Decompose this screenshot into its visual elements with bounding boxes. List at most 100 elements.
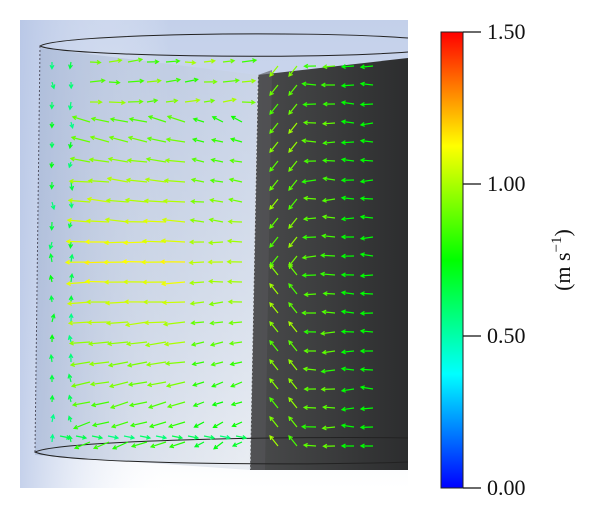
velocity-arrow bbox=[59, 434, 72, 440]
velocity-arrow bbox=[108, 80, 121, 85]
velocity-arrow bbox=[89, 59, 102, 65]
velocity-arrow bbox=[359, 424, 374, 430]
velocity-arrow bbox=[211, 401, 224, 407]
velocity-arrow bbox=[269, 397, 279, 409]
velocity-arrow bbox=[340, 64, 355, 69]
velocity-arrow bbox=[319, 271, 336, 277]
velocity-arrow bbox=[165, 98, 179, 104]
velocity-arrow bbox=[105, 198, 129, 203]
velocity-arrow bbox=[108, 135, 129, 143]
velocity-arrow bbox=[144, 177, 167, 183]
velocity-arrow bbox=[187, 434, 200, 440]
velocity-arrow bbox=[146, 78, 162, 84]
velocity-arrow bbox=[92, 441, 110, 450]
velocity-arrow bbox=[288, 236, 298, 248]
velocity-arrow bbox=[228, 197, 243, 203]
velocity-arrow bbox=[126, 361, 148, 368]
velocity-arrow bbox=[321, 425, 336, 431]
velocity-arrow bbox=[269, 141, 279, 153]
velocity-arrow bbox=[69, 361, 91, 367]
velocity-arrow bbox=[359, 196, 374, 201]
velocity-arrow bbox=[50, 313, 56, 323]
velocity-arrow bbox=[146, 98, 159, 104]
velocity-arrow bbox=[288, 435, 298, 447]
velocity-arrow bbox=[359, 81, 374, 87]
velocity-arrow bbox=[322, 101, 336, 107]
velocity-arrow bbox=[49, 433, 55, 443]
velocity-arrow bbox=[189, 300, 205, 306]
velocity-arrow bbox=[67, 415, 73, 423]
velocity-arrow bbox=[109, 401, 129, 409]
velocity-arrow bbox=[230, 381, 243, 388]
velocity-arrow bbox=[288, 302, 298, 314]
velocity-arrow bbox=[303, 158, 317, 164]
velocity-arrow bbox=[146, 136, 167, 143]
velocity-arrow bbox=[359, 385, 374, 391]
velocity-arrow bbox=[88, 157, 110, 163]
velocity-arrow bbox=[67, 334, 73, 343]
velocity-arrow bbox=[127, 99, 144, 105]
velocity-arrow bbox=[165, 137, 186, 143]
velocity-arrow bbox=[340, 119, 355, 125]
unit-base: (m s bbox=[550, 252, 575, 291]
velocity-arrow bbox=[49, 61, 55, 70]
velocity-arrow bbox=[49, 334, 55, 343]
velocity-arrow bbox=[340, 177, 355, 183]
velocity-arrow bbox=[321, 214, 336, 220]
velocity-arrow bbox=[145, 361, 167, 367]
velocity-arrow bbox=[162, 321, 186, 327]
velocity-arrow bbox=[188, 239, 205, 245]
velocity-arrow bbox=[184, 77, 199, 83]
velocity-arrow bbox=[125, 341, 148, 347]
velocity-arrow bbox=[359, 328, 374, 334]
velocity-arrow bbox=[124, 321, 148, 328]
velocity-arrow bbox=[67, 373, 73, 383]
velocity-arrow bbox=[302, 442, 317, 448]
velocity-arrow bbox=[320, 253, 336, 258]
velocity-arrow bbox=[166, 115, 186, 123]
velocity-arrow bbox=[340, 195, 355, 201]
velocity-arrow bbox=[49, 121, 55, 129]
velocity-arrow bbox=[228, 340, 243, 346]
velocity-arrow bbox=[139, 434, 152, 440]
velocity-arrow bbox=[222, 58, 236, 64]
velocity-arrow bbox=[288, 416, 298, 428]
velocity-arrow bbox=[288, 198, 298, 210]
velocity-arrow bbox=[241, 78, 257, 84]
velocity-arrow bbox=[67, 221, 73, 229]
velocity-arrow bbox=[288, 217, 298, 229]
velocity-arrow bbox=[50, 81, 56, 90]
velocity-arrow bbox=[193, 421, 205, 428]
velocity-arrow bbox=[340, 290, 355, 296]
velocity-arrow bbox=[301, 81, 317, 87]
velocity-arrow bbox=[192, 117, 205, 123]
velocity-arrow bbox=[222, 78, 240, 84]
velocity-arrow bbox=[89, 78, 106, 84]
velocity-arrow bbox=[288, 397, 298, 409]
colorbar-unit-label: (m s−1) bbox=[549, 229, 575, 291]
velocity-arrow bbox=[359, 348, 374, 354]
velocity-arrow bbox=[231, 441, 243, 447]
velocity-arrow bbox=[89, 99, 103, 105]
velocity-arrow bbox=[127, 135, 148, 143]
velocity-arrow bbox=[269, 302, 279, 314]
velocity-arrow bbox=[269, 378, 279, 390]
velocity-arrow bbox=[68, 61, 73, 70]
velocity-arrow bbox=[359, 157, 374, 163]
velocity-arrow bbox=[288, 264, 298, 276]
velocity-arrow bbox=[75, 434, 88, 440]
velocity-arrow bbox=[143, 198, 167, 204]
velocity-arrow bbox=[301, 424, 317, 430]
velocity-arrow bbox=[68, 81, 74, 90]
velocity-arrow bbox=[269, 264, 279, 276]
velocity-arrow bbox=[320, 82, 336, 88]
velocity-arrow bbox=[302, 120, 317, 126]
velocity-arrow bbox=[303, 348, 317, 354]
velocity-arrow bbox=[72, 421, 91, 430]
velocity-arrow bbox=[228, 177, 243, 183]
velocity-arrow bbox=[184, 60, 197, 65]
velocity-arrow bbox=[162, 198, 186, 204]
velocity-arrow bbox=[50, 201, 56, 211]
velocity-arrow bbox=[146, 59, 160, 65]
